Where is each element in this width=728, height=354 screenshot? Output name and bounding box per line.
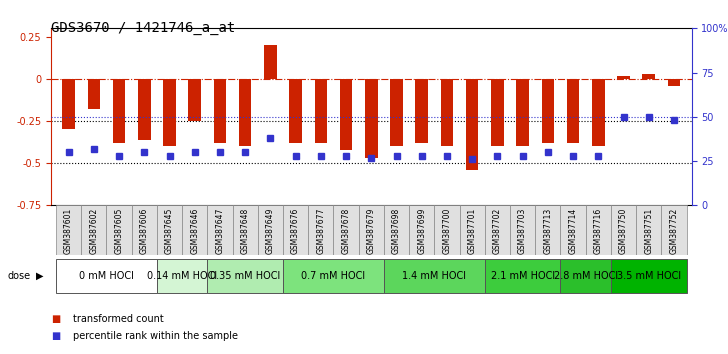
Bar (87, 79, 100, 109)
Bar (264, 45, 277, 79)
FancyBboxPatch shape (182, 205, 207, 255)
Bar (340, 79, 352, 150)
Text: GSM387699: GSM387699 (417, 208, 426, 254)
Text: ▶: ▶ (36, 271, 44, 281)
FancyBboxPatch shape (232, 205, 258, 255)
Bar (390, 79, 403, 146)
Text: GSM387713: GSM387713 (543, 208, 553, 254)
Bar (365, 79, 378, 158)
Bar (56, 259, 157, 293)
Bar (113, 79, 125, 143)
FancyBboxPatch shape (561, 205, 585, 255)
Bar (561, 259, 611, 293)
Bar (611, 259, 687, 293)
FancyBboxPatch shape (661, 205, 687, 255)
Bar (416, 79, 428, 143)
Bar (617, 75, 630, 79)
Text: 2.1 mM HOCl: 2.1 mM HOCl (491, 271, 555, 281)
Bar (63, 79, 75, 130)
Bar (466, 79, 478, 170)
Text: GSM387602: GSM387602 (90, 208, 98, 254)
Bar (189, 79, 201, 121)
Text: ■: ■ (51, 331, 60, 341)
FancyBboxPatch shape (535, 205, 561, 255)
FancyBboxPatch shape (132, 205, 157, 255)
Text: GSM387698: GSM387698 (392, 208, 401, 254)
FancyBboxPatch shape (384, 205, 409, 255)
FancyBboxPatch shape (283, 205, 308, 255)
Text: GSM387647: GSM387647 (215, 208, 224, 254)
Text: GSM387605: GSM387605 (114, 208, 124, 254)
Text: GSM387601: GSM387601 (64, 208, 73, 254)
Bar (207, 259, 283, 293)
Bar (213, 79, 226, 143)
FancyBboxPatch shape (485, 205, 510, 255)
FancyBboxPatch shape (510, 205, 535, 255)
Bar (491, 79, 504, 146)
Bar (314, 79, 327, 143)
Bar (668, 79, 680, 86)
FancyBboxPatch shape (82, 205, 106, 255)
FancyBboxPatch shape (308, 205, 333, 255)
Text: 0 mM HOCl: 0 mM HOCl (79, 271, 134, 281)
FancyBboxPatch shape (435, 205, 459, 255)
Text: ■: ■ (51, 314, 60, 324)
Bar (239, 79, 251, 146)
Bar (384, 259, 485, 293)
Bar (542, 79, 554, 143)
Bar (289, 79, 302, 143)
FancyBboxPatch shape (611, 205, 636, 255)
Text: GSM387750: GSM387750 (619, 208, 628, 254)
Text: GSM387649: GSM387649 (266, 208, 275, 254)
FancyBboxPatch shape (636, 205, 661, 255)
FancyBboxPatch shape (207, 205, 232, 255)
Bar (157, 259, 207, 293)
FancyBboxPatch shape (359, 205, 384, 255)
Text: dose: dose (7, 271, 31, 281)
Bar (440, 79, 454, 146)
Text: 1.4 mM HOCl: 1.4 mM HOCl (403, 271, 467, 281)
Bar (283, 259, 384, 293)
FancyBboxPatch shape (258, 205, 283, 255)
Text: GSM387645: GSM387645 (165, 208, 174, 254)
Text: GSM387751: GSM387751 (644, 208, 653, 254)
Text: 0.7 mM HOCl: 0.7 mM HOCl (301, 271, 365, 281)
Text: GSM387677: GSM387677 (317, 208, 325, 254)
Text: 3.5 mM HOCl: 3.5 mM HOCl (617, 271, 681, 281)
Text: 0.14 mM HOCl: 0.14 mM HOCl (147, 271, 217, 281)
Text: GSM387700: GSM387700 (443, 208, 451, 254)
Text: GSM387702: GSM387702 (493, 208, 502, 254)
FancyBboxPatch shape (409, 205, 435, 255)
Text: GSM387714: GSM387714 (569, 208, 577, 254)
FancyBboxPatch shape (157, 205, 182, 255)
FancyBboxPatch shape (585, 205, 611, 255)
Text: GSM387752: GSM387752 (670, 208, 678, 254)
Text: GSM387701: GSM387701 (467, 208, 477, 254)
Bar (163, 79, 175, 146)
Bar (592, 79, 604, 146)
Bar (138, 79, 151, 139)
Text: GSM387716: GSM387716 (594, 208, 603, 254)
Text: GSM387678: GSM387678 (341, 208, 351, 254)
Text: 0.35 mM HOCl: 0.35 mM HOCl (210, 271, 280, 281)
FancyBboxPatch shape (106, 205, 132, 255)
Text: 2.8 mM HOCl: 2.8 mM HOCl (553, 271, 618, 281)
Text: GDS3670 / 1421746_a_at: GDS3670 / 1421746_a_at (51, 21, 235, 35)
Bar (567, 79, 579, 143)
Text: transformed count: transformed count (73, 314, 164, 324)
FancyBboxPatch shape (56, 205, 82, 255)
Text: GSM387676: GSM387676 (291, 208, 300, 254)
Text: GSM387679: GSM387679 (367, 208, 376, 254)
FancyBboxPatch shape (333, 205, 359, 255)
Bar (485, 259, 561, 293)
Text: GSM387703: GSM387703 (518, 208, 527, 254)
FancyBboxPatch shape (459, 205, 485, 255)
Text: GSM387646: GSM387646 (190, 208, 199, 254)
Text: GSM387606: GSM387606 (140, 208, 149, 254)
Text: GSM387648: GSM387648 (241, 208, 250, 254)
Bar (516, 79, 529, 146)
Text: percentile rank within the sample: percentile rank within the sample (73, 331, 238, 341)
Bar (642, 74, 655, 79)
